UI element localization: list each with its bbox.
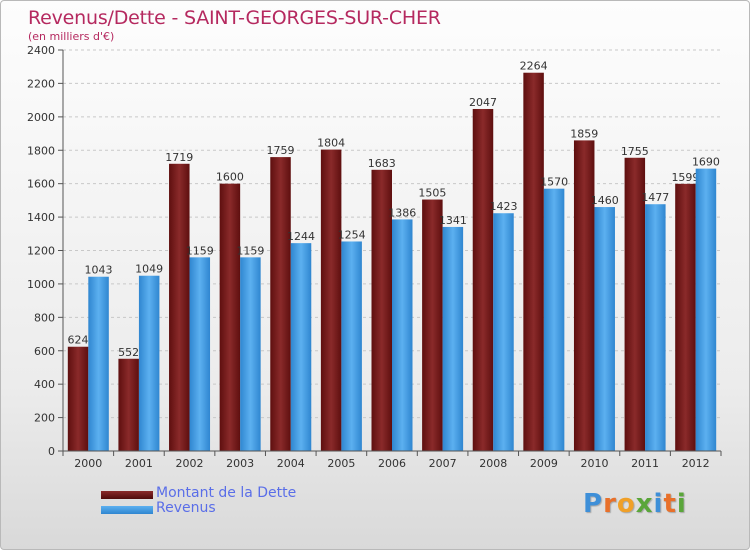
- bar-dette: [371, 169, 392, 451]
- x-tick-label: 2007: [429, 457, 457, 470]
- bar-revenus: [392, 219, 413, 451]
- bars: 624 1043 552 1049 1719 1159 1600 1159 1759 1244 18…: [67, 60, 720, 452]
- bar-dette: [169, 163, 190, 451]
- x-tick-label: 2002: [176, 457, 204, 470]
- data-label: 1043: [85, 264, 113, 277]
- data-label: 1244: [287, 230, 315, 243]
- y-tick-label: 1800: [27, 144, 55, 157]
- proxiti-logo: Proxiti: [583, 489, 687, 519]
- y-tick-label: 200: [34, 412, 55, 425]
- data-label: 1049: [135, 263, 163, 276]
- bar-dette: [472, 108, 494, 452]
- legend-label-revenus: Revenus: [156, 500, 216, 516]
- y-axis: 0 200 400 600 800 1000 1200 1400 1600 1800 2000 220…: [27, 44, 64, 458]
- bar-dette: [422, 199, 443, 451]
- bar-revenus: [189, 257, 211, 451]
- x-tick-label: 2005: [327, 457, 355, 470]
- data-label: 552: [118, 346, 139, 359]
- x-tick-label: 2012: [682, 457, 710, 470]
- data-label: 1804: [317, 137, 345, 150]
- bar-revenus: [594, 207, 615, 451]
- data-label: 1599: [671, 171, 699, 184]
- y-tick-label: 800: [34, 311, 55, 324]
- data-label: 1755: [621, 145, 649, 158]
- data-label: 2047: [469, 96, 497, 109]
- x-tick-label: 2011: [631, 457, 659, 470]
- bar-revenus: [543, 188, 565, 451]
- data-label: 1159: [236, 244, 264, 257]
- bar-dette: [219, 183, 241, 451]
- bar-dette: [573, 140, 595, 451]
- y-tick-label: 1000: [27, 278, 55, 291]
- data-label: 2264: [520, 60, 548, 73]
- legend-swatch-dette: [101, 491, 153, 499]
- x-tick-label: 2008: [479, 457, 507, 470]
- bar-revenus: [645, 204, 666, 451]
- bar-revenus: [240, 257, 261, 451]
- legend-label-dette: Montant de la Dette: [156, 485, 297, 501]
- chart-title: Revenus/Dette - SAINT-GEORGES-SUR-CHER: [28, 7, 441, 29]
- x-tick-label: 2006: [378, 457, 406, 470]
- bar-dette: [624, 157, 646, 452]
- x-tick-label: 2004: [277, 457, 305, 470]
- bar-revenus: [442, 226, 464, 451]
- x-tick-label: 2001: [125, 457, 153, 470]
- data-label: 1341: [439, 214, 467, 227]
- bar-revenus: [290, 243, 312, 451]
- data-label: 1859: [570, 127, 598, 140]
- x-tick-label: 2009: [530, 457, 558, 470]
- x-axis: 2000 2001 2002 2003 2004 2005 2006 2007 2008 2009…: [62, 450, 722, 470]
- data-label: 1505: [418, 187, 446, 200]
- data-label: 1423: [489, 200, 517, 213]
- bar-dette: [523, 72, 544, 452]
- chart-subtitle: (en milliers d'€): [28, 30, 115, 43]
- bar-revenus: [493, 213, 514, 451]
- y-tick-label: 600: [34, 345, 55, 358]
- y-tick-label: 400: [34, 378, 55, 391]
- data-label: 1690: [692, 156, 720, 169]
- bar-dette: [118, 358, 139, 451]
- bar-dette: [270, 157, 291, 452]
- data-label: 1254: [338, 228, 366, 241]
- y-tick-label: 1400: [27, 211, 55, 224]
- legend-swatch-revenus: [101, 506, 153, 514]
- bar-dette: [675, 183, 696, 452]
- data-label: 1460: [591, 194, 619, 207]
- bar-dette: [67, 346, 89, 451]
- data-label: 1477: [641, 191, 669, 204]
- bar-dette: [320, 149, 342, 451]
- y-tick-label: 1200: [27, 245, 55, 258]
- data-label: 1570: [540, 176, 568, 189]
- data-label: 624: [68, 334, 89, 347]
- data-label: 1719: [165, 151, 193, 164]
- data-label: 1600: [216, 171, 244, 184]
- bar-revenus: [88, 276, 109, 451]
- data-label: 1386: [388, 206, 416, 219]
- y-tick-label: 2200: [27, 77, 55, 90]
- data-label: 1683: [368, 157, 396, 170]
- bar-revenus: [341, 241, 362, 451]
- y-tick-label: 2000: [27, 111, 55, 124]
- y-tick-label: 0: [48, 445, 55, 458]
- y-tick-label: 1600: [27, 178, 55, 191]
- x-tick-label: 2000: [74, 457, 102, 470]
- x-tick-label: 2010: [580, 457, 608, 470]
- data-label: 1159: [186, 244, 214, 257]
- y-tick-label: 2400: [27, 44, 55, 57]
- x-tick-label: 2003: [226, 457, 254, 470]
- bar-revenus: [138, 275, 160, 451]
- data-label: 1759: [267, 144, 295, 157]
- bar-revenus: [695, 168, 717, 452]
